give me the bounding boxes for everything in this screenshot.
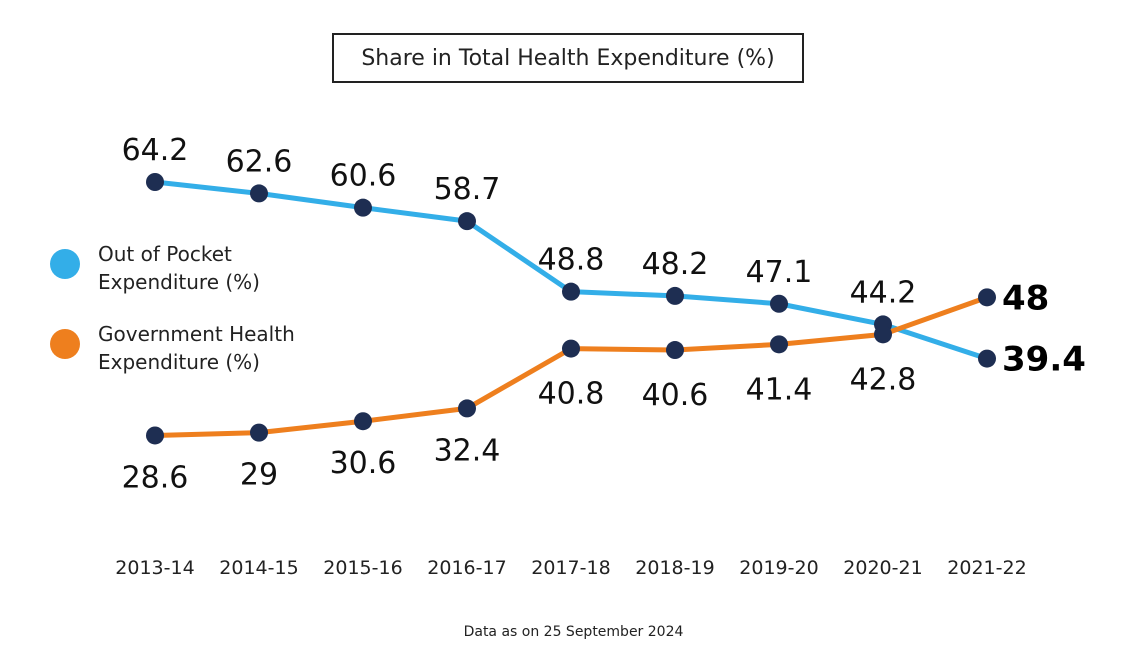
legend-swatch-out-of-pocket: [50, 249, 80, 279]
data-point-government: [562, 339, 580, 358]
legend-item-out-of-pocket: Out of Pocket Expenditure (%): [50, 240, 338, 296]
data-label-out-of-pocket: 58.7: [434, 172, 501, 207]
data-point-government: [666, 341, 684, 360]
x-tick-label: 2020-21: [843, 557, 922, 579]
data-point-government: [458, 399, 476, 418]
data-point-government: [874, 325, 892, 344]
data-label-government: 41.4: [746, 372, 813, 407]
data-label-government: 40.6: [642, 378, 709, 413]
data-label-government: 29: [240, 458, 278, 493]
data-label-out-of-pocket: 48.8: [538, 243, 605, 278]
data-label-out-of-pocket: 60.6: [330, 159, 397, 194]
data-point-out-of-pocket: [666, 286, 684, 305]
x-tick-label: 2017-18: [531, 557, 610, 579]
data-label-government: 40.8: [538, 377, 605, 412]
data-point-government: [978, 288, 996, 307]
data-label-out-of-pocket: 44.2: [850, 275, 917, 310]
legend-item-government: Government Health Expenditure (%): [50, 320, 338, 376]
data-labels: 64.2 62.6 60.6 58.7 48.8 48.2 47.1 44.2 39.4 28.6…: [122, 133, 1086, 495]
legend-label-out-of-pocket: Out of Pocket Expenditure (%): [98, 242, 260, 294]
data-point-government: [146, 426, 164, 445]
data-label-out-of-pocket: 39.4: [1002, 340, 1086, 380]
data-label-out-of-pocket: 62.6: [226, 144, 293, 179]
data-label-government: 32.4: [434, 433, 501, 468]
series-markers: [146, 173, 996, 445]
data-point-out-of-pocket: [562, 282, 580, 301]
x-tick-label: 2014-15: [219, 557, 298, 579]
x-tick-label: 2021-22: [947, 557, 1026, 579]
data-point-out-of-pocket: [458, 212, 476, 231]
data-label-government: 28.6: [122, 460, 189, 495]
x-tick-label: 2013-14: [115, 557, 194, 579]
data-point-government: [770, 335, 788, 354]
data-label-out-of-pocket: 47.1: [746, 255, 813, 290]
data-label-out-of-pocket: 64.2: [122, 133, 189, 168]
x-axis-ticks: 2013-14 2014-15 2015-16 2016-17 2017-18 2018-…: [115, 557, 1026, 579]
legend-label-government: Government Health Expenditure (%): [98, 322, 295, 374]
footnote: Data as on 25 September 2024: [463, 624, 684, 640]
x-tick-label: 2015-16: [323, 557, 402, 579]
data-label-government: 30.6: [330, 446, 397, 481]
data-label-government: 42.8: [850, 362, 917, 397]
data-point-out-of-pocket: [354, 198, 372, 217]
data-label-government: 48: [1002, 278, 1049, 318]
data-point-government: [250, 423, 268, 442]
legend-swatch-government: [50, 329, 80, 359]
chart-title: Share in Total Health Expenditure (%): [332, 33, 804, 83]
data-point-out-of-pocket: [978, 349, 996, 368]
data-point-out-of-pocket: [146, 173, 164, 191]
data-label-out-of-pocket: 48.2: [642, 247, 709, 282]
x-tick-label: 2018-19: [635, 557, 714, 579]
x-tick-label: 2016-17: [427, 557, 506, 579]
data-point-out-of-pocket: [250, 184, 268, 203]
data-point-out-of-pocket: [770, 294, 788, 313]
data-point-government: [354, 412, 372, 431]
x-tick-label: 2019-20: [739, 557, 818, 579]
